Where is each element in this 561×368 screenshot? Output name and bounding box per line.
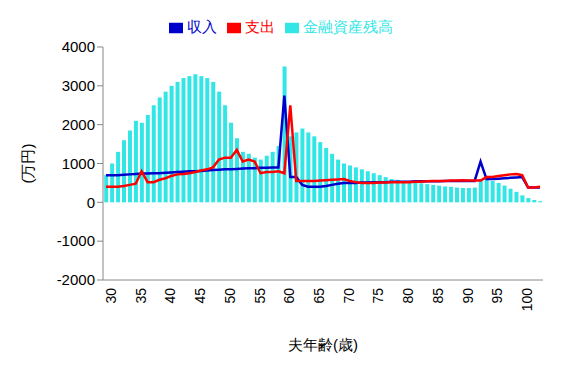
svg-text:30: 30 <box>103 288 119 304</box>
svg-text:2000: 2000 <box>62 116 95 133</box>
svg-text:60: 60 <box>281 288 297 304</box>
html-text:金融資産残高: 金融資産残高 <box>302 18 393 35</box>
svg-text:55: 55 <box>252 288 268 304</box>
svg-text:45: 45 <box>192 288 208 304</box>
svg-text:35: 35 <box>133 288 149 304</box>
svg-text:95: 95 <box>489 288 505 304</box>
svg-text:0: 0 <box>87 194 95 211</box>
svg-text:85: 85 <box>430 288 446 304</box>
svg-text:3000: 3000 <box>62 77 95 94</box>
svg-text:40: 40 <box>162 288 178 304</box>
svg-text:75: 75 <box>370 288 386 304</box>
svg-text:100: 100 <box>519 288 535 312</box>
svg-text:-1000: -1000 <box>57 232 95 249</box>
svg-text:70: 70 <box>341 288 357 304</box>
svg-text:(万円): (万円) <box>19 144 36 184</box>
svg-text:4000: 4000 <box>62 38 95 55</box>
html-text:支出: 支出 <box>244 18 275 35</box>
svg-text:夫年齢(歳): 夫年齢(歳) <box>288 336 358 353</box>
svg-text:50: 50 <box>222 288 238 304</box>
svg-text:90: 90 <box>460 288 476 304</box>
html-text:収入: 収入 <box>186 18 217 35</box>
svg-text:80: 80 <box>400 288 416 304</box>
svg-text:65: 65 <box>311 288 327 304</box>
svg-text:-2000: -2000 <box>57 271 95 288</box>
svg-text:1000: 1000 <box>62 155 95 172</box>
